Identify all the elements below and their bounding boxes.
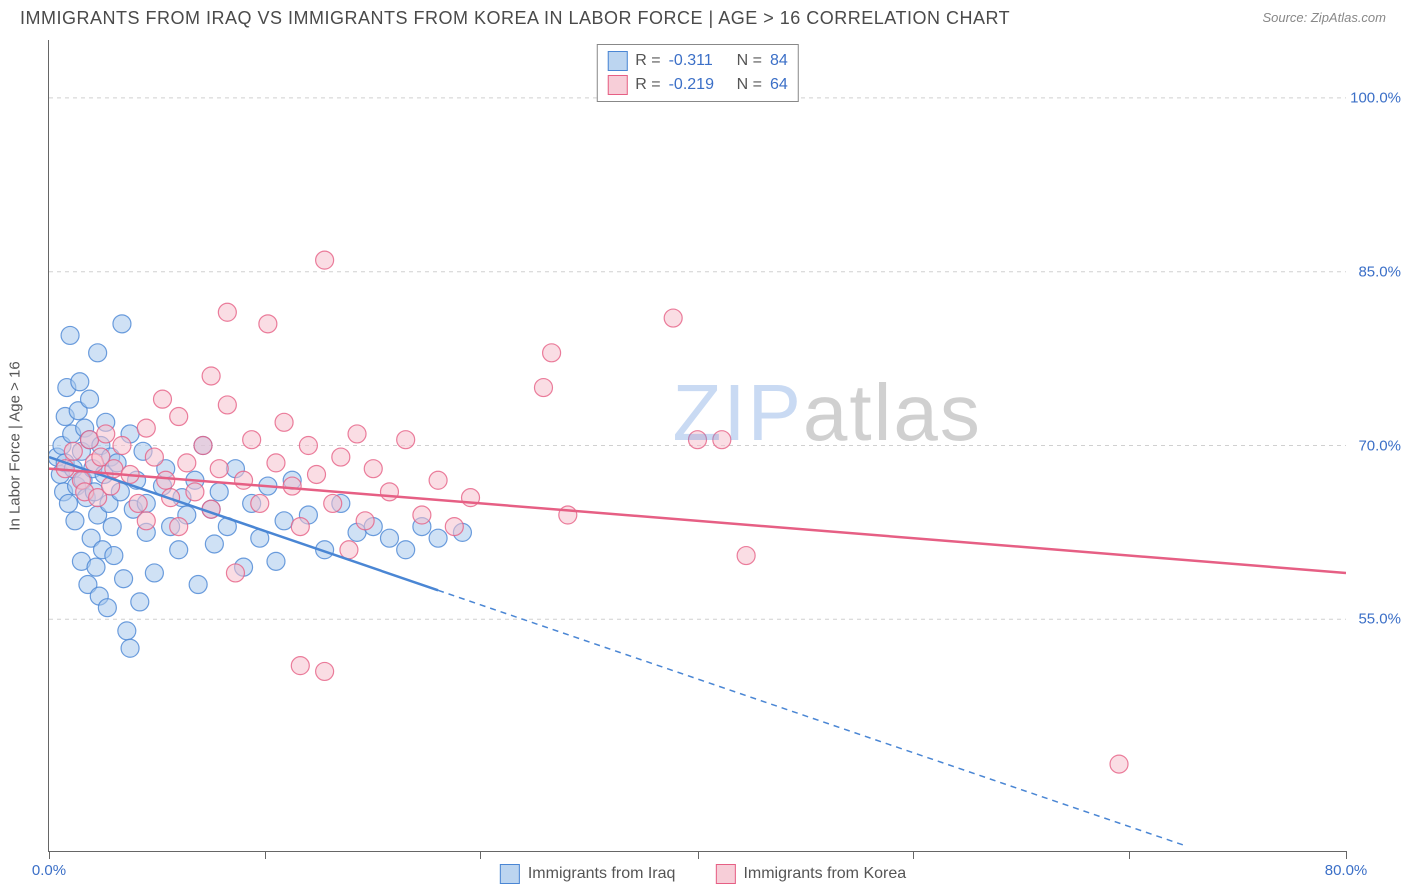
x-tick-label: 80.0% bbox=[1325, 862, 1368, 879]
x-tick-label: 0.0% bbox=[32, 862, 66, 879]
y-tick-label: 70.0% bbox=[1358, 437, 1401, 454]
correlation-legend-row: R =-0.311N =84 bbox=[607, 49, 787, 73]
series-legend-item: Immigrants from Korea bbox=[715, 864, 906, 884]
legend-swatch bbox=[500, 864, 520, 884]
y-axis-label: In Labor Force | Age > 16 bbox=[7, 361, 24, 530]
correlation-legend-row: R =-0.219N =64 bbox=[607, 73, 787, 97]
series-legend-item: Immigrants from Iraq bbox=[500, 864, 676, 884]
legend-swatch bbox=[607, 75, 627, 95]
y-tick-label: 85.0% bbox=[1358, 263, 1401, 280]
chart-title: IMMIGRANTS FROM IRAQ VS IMMIGRANTS FROM … bbox=[20, 8, 1010, 28]
correlation-legend: R =-0.311N =84R =-0.219N =64 bbox=[596, 44, 798, 102]
plot-area: ZIPatlas R =-0.311N =84R =-0.219N =64 In… bbox=[48, 40, 1346, 852]
series-legend: Immigrants from Iraq Immigrants from Kore… bbox=[500, 864, 906, 884]
legend-swatch bbox=[715, 864, 735, 884]
y-tick-label: 55.0% bbox=[1358, 611, 1401, 628]
y-tick-label: 100.0% bbox=[1350, 89, 1401, 106]
legend-swatch bbox=[607, 51, 627, 71]
source-attribution: Source: ZipAtlas.com bbox=[1262, 10, 1386, 25]
scatter-svg bbox=[49, 40, 1346, 851]
